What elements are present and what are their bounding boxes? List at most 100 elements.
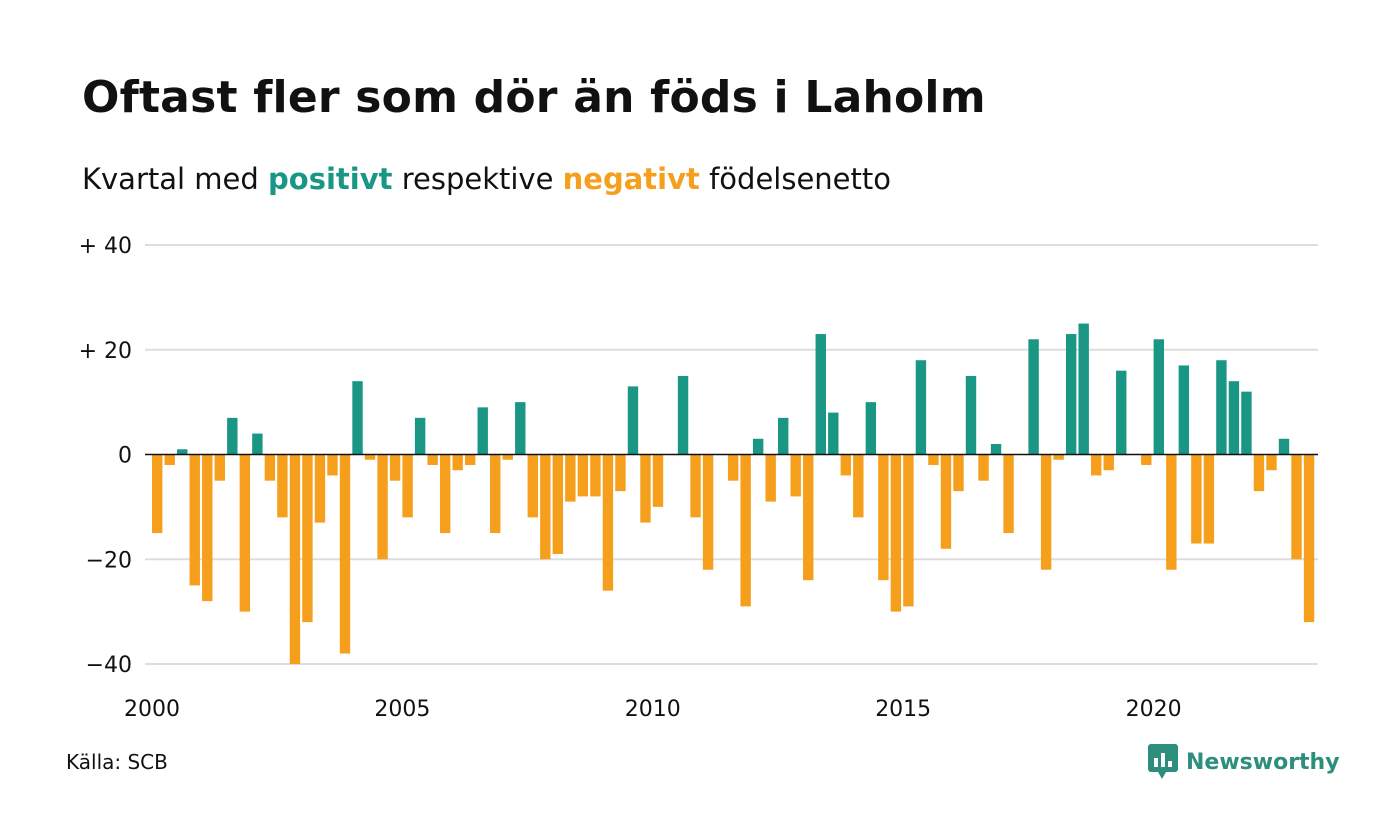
bar — [252, 433, 263, 455]
bar — [214, 454, 225, 481]
bar — [727, 454, 739, 481]
bar — [364, 454, 376, 460]
bar — [1291, 454, 1302, 560]
subtitle-positive-word: positivt — [268, 162, 393, 196]
bar — [640, 454, 651, 523]
bar — [590, 454, 601, 497]
bar — [202, 454, 213, 602]
bar — [1153, 339, 1164, 455]
bar — [477, 407, 488, 455]
bar — [865, 402, 877, 455]
bar — [652, 454, 664, 507]
bar — [1191, 454, 1202, 544]
bar — [439, 454, 451, 534]
bar — [452, 454, 463, 471]
subtitle-prefix: Kvartal med — [82, 162, 269, 196]
bar — [1040, 454, 1052, 570]
x-tick-label: 2015 — [875, 697, 931, 722]
bar — [940, 454, 952, 549]
y-tick-label: + 20 — [79, 339, 132, 364]
bar — [965, 375, 977, 455]
bar — [740, 454, 751, 607]
bar — [1253, 454, 1265, 492]
bar — [1166, 454, 1177, 570]
bar — [815, 334, 826, 455]
bar — [189, 454, 200, 586]
y-tick-label: −20 — [86, 548, 132, 573]
bar — [1178, 365, 1190, 455]
bar — [577, 454, 589, 497]
bar — [765, 454, 776, 502]
bar — [314, 454, 326, 523]
bar — [1091, 454, 1102, 476]
bar — [277, 454, 288, 518]
bar — [540, 454, 551, 560]
brand-name: Newsworthy — [1186, 749, 1340, 775]
bar — [302, 454, 313, 623]
bar — [1278, 438, 1290, 455]
bar — [615, 454, 626, 492]
bar — [465, 454, 476, 465]
source-note: Källa: SCB — [66, 750, 168, 774]
bar — [502, 454, 513, 460]
bar — [1241, 391, 1252, 455]
subtitle-negative-word: negativt — [562, 162, 700, 196]
bar — [602, 454, 614, 591]
bar — [915, 360, 927, 455]
bar — [427, 454, 438, 465]
bar — [389, 454, 401, 481]
bar — [1003, 454, 1014, 534]
bar — [978, 454, 989, 481]
bar — [1228, 381, 1240, 455]
bar — [1065, 334, 1077, 455]
bar-chart: + 40 + 20 0 −20 −40 2000 2005 2010 2015 2020 — [79, 234, 1318, 722]
bars — [152, 323, 1315, 664]
bar — [903, 454, 914, 607]
bar — [752, 438, 764, 455]
x-tick-label: 2005 — [374, 697, 430, 722]
subtitle-middle: respektive — [392, 162, 563, 196]
bar — [1053, 454, 1064, 460]
bar — [990, 444, 1002, 455]
y-axis-ticks: + 40 + 20 0 −20 −40 — [79, 234, 132, 678]
bar — [627, 386, 639, 455]
bar — [690, 454, 701, 518]
bar — [152, 454, 163, 534]
bar — [527, 454, 538, 518]
x-tick-label: 2020 — [1126, 697, 1182, 722]
bar — [164, 454, 175, 465]
bar — [803, 454, 814, 581]
bar — [1078, 323, 1089, 455]
y-tick-label: 0 — [118, 444, 132, 469]
bar — [878, 454, 889, 581]
bar — [289, 454, 301, 664]
bar — [702, 454, 714, 570]
newsworthy-logo-icon — [1148, 744, 1178, 779]
bar — [177, 449, 188, 455]
x-tick-label: 2010 — [625, 697, 681, 722]
bar — [552, 454, 564, 555]
bar — [677, 375, 689, 455]
bar — [352, 381, 363, 455]
bar — [1203, 454, 1215, 544]
bar — [953, 454, 964, 492]
bar — [414, 417, 426, 455]
bar — [1141, 454, 1152, 465]
chart-subtitle: Kvartal med positivt respektive negativt… — [82, 162, 891, 196]
bar — [828, 412, 839, 455]
bar — [339, 454, 351, 654]
bar — [264, 454, 276, 481]
bar — [239, 454, 251, 612]
x-axis-ticks: 2000 2005 2010 2015 2020 — [124, 697, 1182, 722]
bar — [1266, 454, 1277, 471]
x-tick-label: 2000 — [124, 697, 180, 722]
bar — [1028, 339, 1039, 455]
bar — [840, 454, 851, 476]
bar — [490, 454, 501, 534]
bar — [1216, 360, 1227, 455]
bar — [790, 454, 801, 497]
bar — [377, 454, 388, 560]
bar — [1303, 454, 1315, 623]
bar — [565, 454, 576, 502]
bar — [1116, 370, 1127, 455]
